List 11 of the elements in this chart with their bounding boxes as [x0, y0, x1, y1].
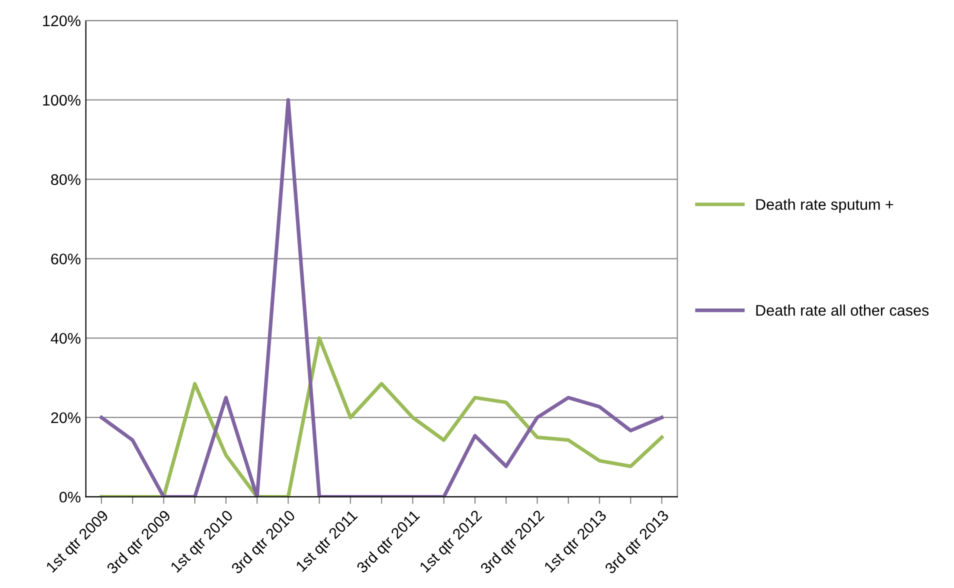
line-series [100, 336, 664, 497]
y-tick-label: 40% [50, 332, 80, 344]
y-tick-label: 60% [51, 254, 80, 264]
legend-label: Death rate sputum + [756, 198, 894, 213]
y-tick-label: 20% [51, 412, 80, 424]
y-tick-label: 0% [60, 492, 80, 503]
y-tick-label: 100% [43, 94, 80, 106]
y-tick-label: 80% [51, 174, 80, 186]
legend-label: Death rate all other cases [756, 304, 929, 316]
y-tick-label: 120% [43, 15, 80, 26]
line-series [100, 98, 664, 497]
